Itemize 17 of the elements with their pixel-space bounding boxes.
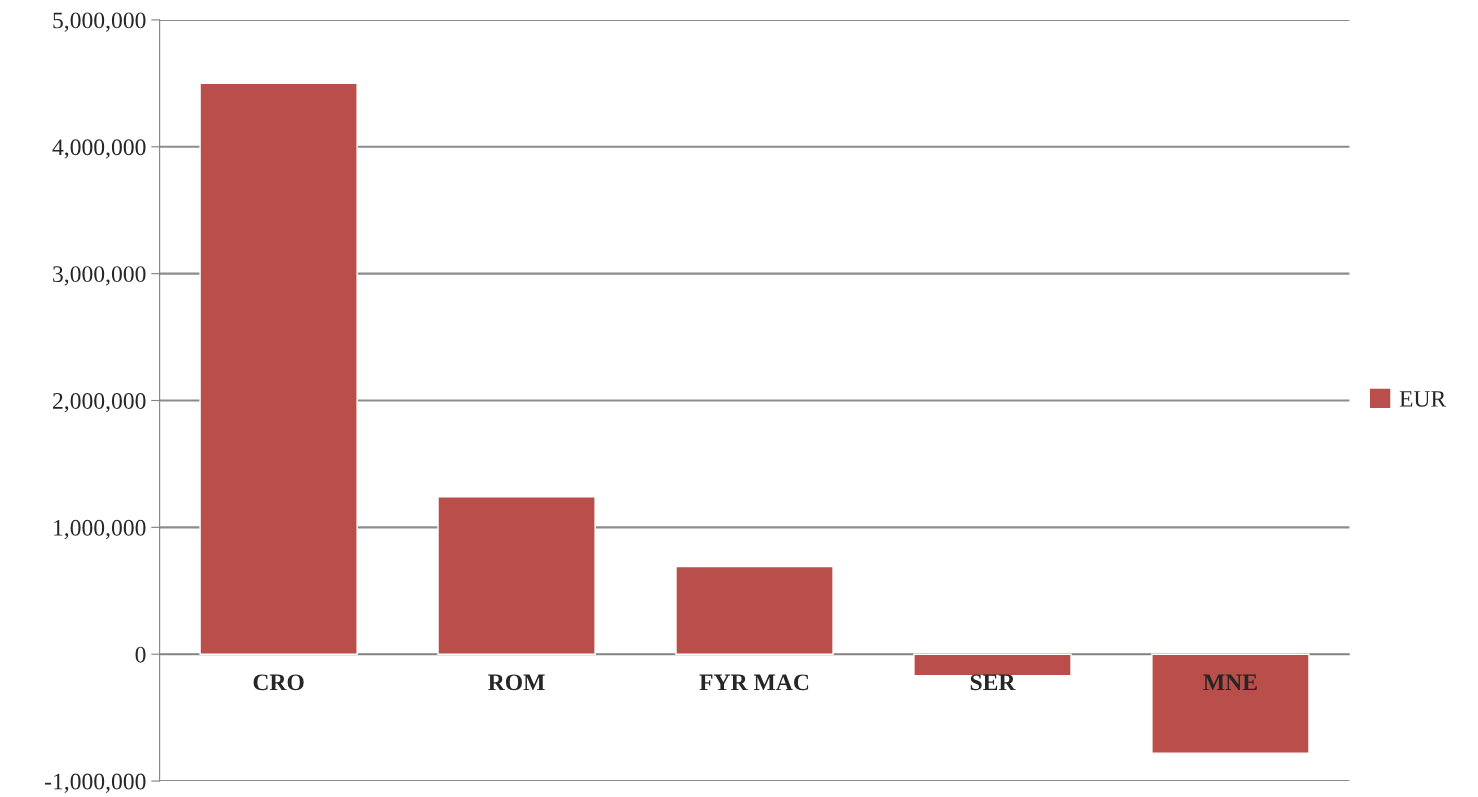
y-tick-label: -1,000,000: [45, 773, 146, 793]
x-tick-label: FYR MAC: [699, 674, 809, 691]
bar: [437, 496, 596, 655]
bar: [199, 82, 358, 655]
y-tick-label: 3,000,000: [53, 266, 146, 286]
x-tick-label: CRO: [253, 674, 304, 691]
y-tick-label: 0: [135, 646, 146, 663]
bar: [1151, 653, 1310, 754]
legend-label: EUR: [1399, 391, 1447, 407]
x-tick-label: ROM: [488, 674, 545, 691]
y-tick-label: 2,000,000: [53, 392, 146, 413]
y-tick-label: 4,000,000: [52, 139, 146, 159]
y-tick-label: 5,000,000: [53, 12, 146, 32]
bar: [675, 565, 834, 655]
x-tick-label: SER: [970, 674, 1016, 691]
x-tick-label: MNE: [1203, 674, 1257, 691]
y-tick-label: 1,000,000: [54, 519, 146, 540]
